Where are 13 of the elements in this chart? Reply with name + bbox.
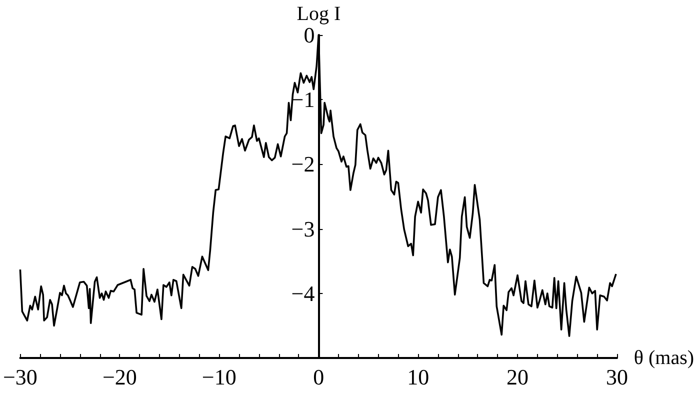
y-tick-label: −3	[291, 216, 315, 242]
x-tick-label: −10	[202, 364, 236, 390]
x-tick-label: −30	[2, 364, 38, 390]
y-tick-label: 0	[304, 22, 315, 48]
x-tick-label: 10	[407, 364, 430, 390]
y-tick-label: −1	[291, 87, 315, 112]
x-axis-title: θ (mas)	[634, 347, 694, 369]
x-tick-label: 20	[506, 364, 529, 390]
y-tick-label: −4	[291, 280, 315, 306]
x-tick-label: 30	[606, 364, 628, 390]
y-tick-label: −2	[291, 152, 315, 177]
y-axis-title: Log I	[296, 3, 341, 26]
x-tick-label: −20	[102, 364, 137, 390]
